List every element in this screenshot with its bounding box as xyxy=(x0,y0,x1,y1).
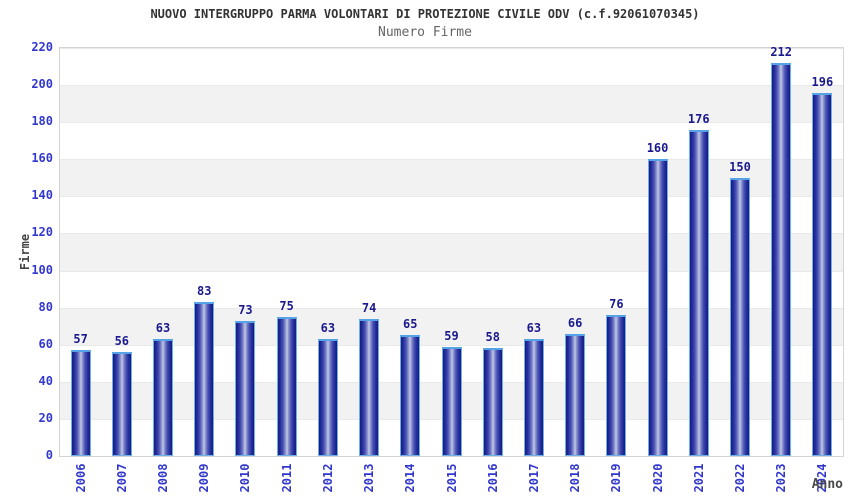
bar-2021 xyxy=(688,129,709,456)
bar-value-2009: 83 xyxy=(197,284,212,299)
bar-value-2008: 63 xyxy=(155,321,171,336)
x-tick-2017: 2017 xyxy=(526,463,541,493)
x-tick-2023: 2023 xyxy=(774,463,789,493)
plot-area: 57 56 63 83 73 75 63 74 65 59 58 63 66 76 160 176 150 212… xyxy=(59,44,844,457)
bar-2022 xyxy=(729,177,750,456)
bar-value-2006: 57 xyxy=(73,332,88,347)
bar-value-2014: 65 xyxy=(403,317,418,332)
bar-value-2019: 76 xyxy=(609,297,624,312)
bar-2015 xyxy=(441,346,462,456)
y-tick-180: 180 xyxy=(31,114,53,129)
grid-band xyxy=(60,270,843,308)
bar-2019 xyxy=(606,315,627,456)
bar-value-2012: 63 xyxy=(320,321,336,336)
bar-2023 xyxy=(771,62,792,456)
x-tick-2006: 2006 xyxy=(73,463,88,493)
bar-2020 xyxy=(647,159,668,456)
x-tick-2015: 2015 xyxy=(444,463,459,493)
x-tick-2016: 2016 xyxy=(485,463,500,493)
y-tick-160: 160 xyxy=(31,151,53,166)
bar-value-2020: 160 xyxy=(646,141,669,156)
bar-2017 xyxy=(523,339,544,456)
grid-band xyxy=(60,233,843,271)
x-tick-2011: 2011 xyxy=(279,463,294,493)
grid-band xyxy=(60,122,843,160)
chart-title: NUOVO INTERGRUPPO PARMA VOLONTARI DI PRO… xyxy=(150,7,700,21)
bar-value-2018: 66 xyxy=(567,315,583,330)
bar-2009 xyxy=(194,302,215,456)
bar-2018 xyxy=(565,333,586,456)
x-tick-2019: 2019 xyxy=(609,463,624,493)
bar-2024 xyxy=(812,92,833,456)
bar-value-2013: 74 xyxy=(361,300,377,315)
y-tick-80: 80 xyxy=(38,299,53,314)
y-tick-100: 100 xyxy=(31,262,53,277)
y-tick-60: 60 xyxy=(38,336,53,351)
bar-value-2017: 63 xyxy=(526,321,542,336)
bar-value-2021: 176 xyxy=(687,111,710,126)
bar-value-2015: 59 xyxy=(444,328,459,343)
x-tick-2021: 2021 xyxy=(691,463,706,493)
bar-value-2024: 196 xyxy=(811,74,834,89)
y-tick-40: 40 xyxy=(38,373,53,388)
y-tick-20: 20 xyxy=(38,410,53,425)
bar-2013 xyxy=(359,318,380,456)
grid-band xyxy=(60,48,843,86)
x-axis-title: Anno xyxy=(811,477,843,492)
bar-2007 xyxy=(111,352,132,456)
y-tick-140: 140 xyxy=(31,188,53,203)
x-tick-2007: 2007 xyxy=(114,463,129,493)
x-tick-2014: 2014 xyxy=(403,463,418,493)
grid-band xyxy=(60,159,843,197)
bar-value-2007: 56 xyxy=(114,334,130,349)
bar-2008 xyxy=(153,339,174,456)
y-tick-220: 220 xyxy=(31,40,53,54)
x-tick-2010: 2010 xyxy=(238,463,253,493)
bar-value-2022: 150 xyxy=(729,159,751,174)
x-tick-2008: 2008 xyxy=(156,463,171,493)
bar-value-2010: 73 xyxy=(238,302,253,317)
grid-band xyxy=(60,196,843,234)
x-tick-2022: 2022 xyxy=(732,463,747,493)
bar-2011 xyxy=(276,316,297,456)
grid-band xyxy=(60,307,843,345)
chart-subtitle: Numero Firme xyxy=(378,25,472,40)
bar-value-2016: 58 xyxy=(485,330,500,345)
bar-value-2023: 212 xyxy=(770,44,793,59)
bar-2014 xyxy=(400,335,421,456)
x-tick-2020: 2020 xyxy=(650,463,665,493)
y-tick-0: 0 xyxy=(45,448,53,462)
x-tick-2018: 2018 xyxy=(568,463,583,493)
x-tick-2012: 2012 xyxy=(320,463,335,493)
y-tick-200: 200 xyxy=(31,77,53,92)
bar-2016 xyxy=(482,348,503,456)
y-tick-120: 120 xyxy=(31,225,53,240)
x-tick-2013: 2013 xyxy=(362,463,377,493)
x-tick-2009: 2009 xyxy=(197,463,212,493)
bar-2006 xyxy=(70,350,91,456)
bar-2010 xyxy=(235,320,256,456)
grid-band xyxy=(60,85,843,123)
bar-value-2011: 75 xyxy=(279,298,294,313)
bar-2012 xyxy=(317,339,338,456)
y-axis-title: Firme xyxy=(18,233,32,271)
